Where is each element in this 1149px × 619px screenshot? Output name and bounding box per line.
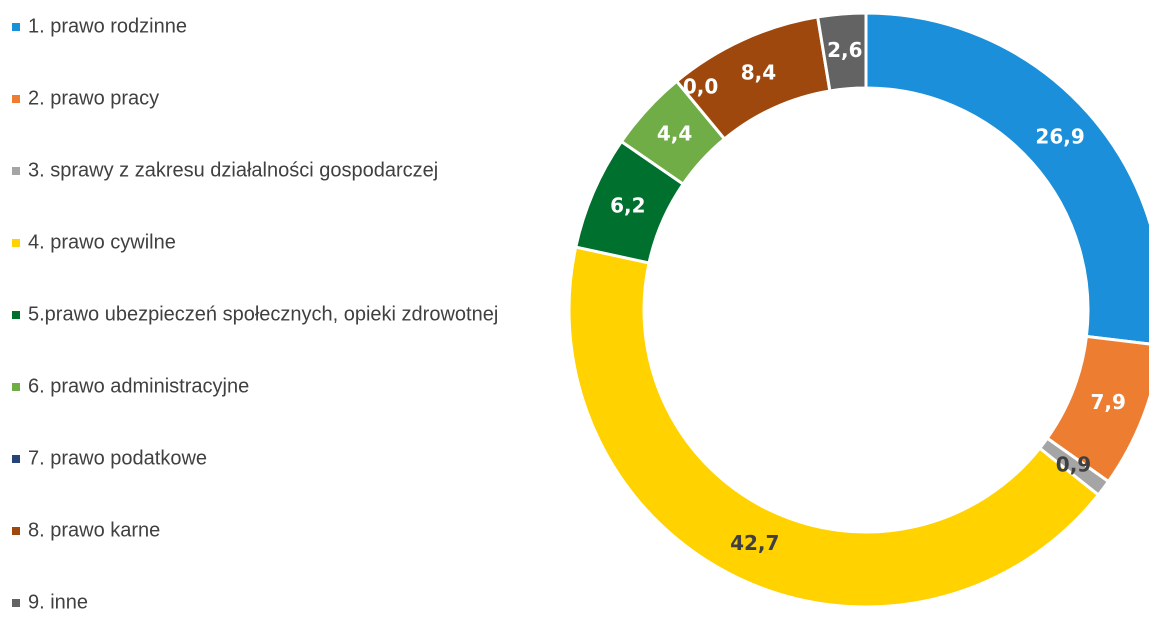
legend-swatch bbox=[12, 527, 20, 535]
legend-swatch bbox=[12, 455, 20, 463]
donut-slice bbox=[815, 11, 868, 93]
legend-swatch bbox=[12, 599, 20, 607]
legend-label: 2. prawo pracy bbox=[28, 87, 159, 109]
legend-swatch bbox=[12, 311, 20, 319]
legend-label: 3. sprawy z zakresu działalności gospoda… bbox=[28, 159, 438, 181]
data-label: 6,2 bbox=[610, 193, 645, 217]
donut-slice bbox=[567, 245, 1101, 609]
legend-swatch bbox=[12, 95, 20, 103]
legend-swatch bbox=[12, 167, 20, 175]
legend-label: 7. prawo podatkowe bbox=[28, 447, 207, 469]
legend-label: 5.prawo ubezpieczeń społecznych, opieki … bbox=[28, 303, 498, 325]
legend-swatch bbox=[12, 239, 20, 247]
data-label: 7,9 bbox=[1090, 390, 1125, 414]
data-label: 26,9 bbox=[1035, 124, 1084, 148]
data-label: 0,0 bbox=[683, 75, 718, 99]
legend-label: 6. prawo administracyjne bbox=[28, 375, 249, 397]
data-label: 2,6 bbox=[827, 38, 862, 62]
legend-label: 8. prawo karne bbox=[28, 519, 160, 541]
legend-swatch bbox=[12, 383, 20, 391]
donut-slice bbox=[864, 11, 1149, 346]
legend-swatch bbox=[12, 23, 20, 31]
data-label: 42,7 bbox=[730, 531, 779, 555]
legend-label: 9. inne bbox=[28, 591, 88, 613]
legend-label: 4. prawo cywilne bbox=[28, 231, 176, 253]
data-label: 0,9 bbox=[1056, 452, 1091, 476]
legend-label: 1. prawo rodzinne bbox=[28, 15, 187, 37]
data-label: 4,4 bbox=[657, 121, 692, 145]
data-label: 8,4 bbox=[741, 60, 776, 84]
